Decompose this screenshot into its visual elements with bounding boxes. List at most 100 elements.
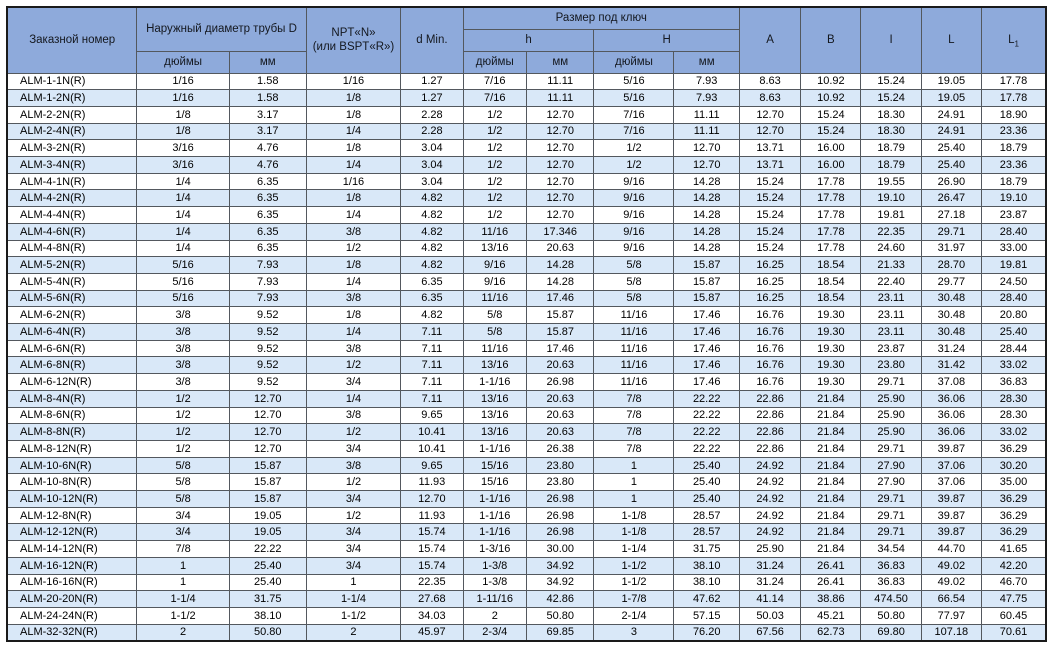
value-cell: 1-1/2 [305,607,402,625]
value-cell: 26.38 [525,439,595,458]
value-cell: 16.00 [800,139,862,158]
order-number-cell: ALM-10-8N(R) [6,473,138,492]
value-cell: 21.84 [800,506,862,525]
value-cell: 23.36 [980,156,1047,174]
value-cell: 7/8 [593,439,675,458]
table-row: ALM-6-12N(R) 3/8 9.52 3/4 7.11 1-1/16 26.98 11/… [6,373,1047,391]
value-cell: 1/4 [305,122,402,141]
value-cell: 12.70 [673,139,740,158]
order-number-cell: ALM-1-2N(R) [6,89,138,107]
value-cell: 38.10 [228,607,307,625]
value-cell: 1-1/2 [593,556,675,575]
order-number-cell: ALM-1-1N(R) [6,72,138,91]
value-cell: 70.61 [980,623,1047,642]
value-cell: 36.83 [860,556,922,575]
value-cell: 22.22 [673,439,740,458]
value-cell: 7.93 [228,289,307,308]
value-cell: 7.93 [228,256,307,274]
value-cell: 28.70 [920,256,982,274]
value-cell: 1.58 [228,72,307,91]
value-cell: 5/8 [593,289,675,308]
table-row: ALM-6-4N(R) 3/8 9.52 1/4 7.11 5/8 15.87 11/16 17… [6,323,1047,341]
value-cell: 1/2 [305,356,402,375]
value-cell: 21.84 [800,490,862,508]
value-cell: 6.35 [228,206,307,224]
value-cell: 2.28 [400,122,464,141]
value-cell: 39.87 [920,439,982,458]
value-cell: 19.30 [800,373,862,391]
value-cell: 30.48 [920,289,982,308]
value-cell: 21.84 [800,389,862,408]
table-row: ALM-16-12N(R) 1 25.40 3/4 15.74 1-3/8 34.92 1-1… [6,556,1047,575]
value-cell: 5/16 [136,289,230,308]
value-cell: 26.41 [800,556,862,575]
value-cell: 1/2 [136,406,230,425]
value-cell: 38.10 [673,573,740,592]
value-cell: 3/4 [136,523,230,542]
value-cell: 3.17 [228,105,307,124]
value-cell: 18.54 [800,256,862,274]
value-cell: 3.17 [228,122,307,141]
value-cell: 15.24 [800,105,862,124]
value-cell: 17.46 [673,306,740,325]
value-cell: 49.02 [920,573,982,592]
value-cell: 8.63 [738,89,802,107]
value-cell: 26.98 [525,490,595,508]
value-cell: 19.05 [920,72,982,91]
header-col-a: A [738,6,802,74]
value-cell: 4.82 [400,222,464,241]
value-cell: 3/4 [305,490,402,508]
value-cell: 10.92 [800,72,862,91]
value-cell: 15.24 [738,239,802,258]
value-cell: 25.40 [920,156,982,174]
value-cell: 1-3/8 [462,556,527,575]
value-cell: 1/4 [305,206,402,224]
value-cell: 11/16 [462,289,527,308]
value-cell: 1/2 [462,105,527,124]
value-cell: 1.58 [228,89,307,107]
value-cell: 1-1/4 [305,590,402,608]
value-cell: 1-3/16 [462,540,527,558]
value-cell: 5/16 [136,256,230,274]
value-cell: 18.79 [980,172,1047,191]
order-number-cell: ALM-6-4N(R) [6,323,138,341]
table-row: ALM-4-4N(R) 1/4 6.35 1/4 4.82 1/2 12.70 9/16 14.… [6,206,1047,224]
value-cell: 18.54 [800,289,862,308]
value-cell: 29.71 [860,506,922,525]
value-cell: 19.10 [980,189,1047,208]
value-cell: 38.86 [800,590,862,608]
value-cell: 1/2 [136,423,230,441]
value-cell: 31.24 [738,556,802,575]
value-cell: 18.79 [860,139,922,158]
value-cell: 31.24 [920,339,982,358]
value-cell: 12.70 [738,122,802,141]
header-h-big: H [593,28,740,52]
value-cell: 28.30 [980,389,1047,408]
value-cell: 14.28 [673,206,740,224]
value-cell: 26.98 [525,373,595,391]
value-cell: 9/16 [593,206,675,224]
value-cell: 3/4 [305,523,402,542]
order-number-cell: ALM-3-2N(R) [6,139,138,158]
value-cell: 1/4 [305,156,402,174]
value-cell: 5/16 [593,89,675,107]
value-cell: 17.78 [800,222,862,241]
value-cell: 5/8 [136,490,230,508]
table-row: ALM-8-4N(R) 1/2 12.70 1/4 7.11 13/16 20.63 7/8 2… [6,389,1047,408]
value-cell: 34.92 [525,556,595,575]
value-cell: 1-1/16 [462,439,527,458]
value-cell: 3.04 [400,172,464,191]
order-number-cell: ALM-4-1N(R) [6,172,138,191]
table-row: ALM-3-4N(R) 3/16 4.76 1/4 3.04 1/2 12.70 1/2 12.… [6,156,1047,174]
value-cell: 1/4 [136,222,230,241]
order-number-cell: ALM-6-8N(R) [6,356,138,375]
value-cell: 24.50 [980,272,1047,291]
value-cell: 1/8 [305,105,402,124]
value-cell: 22.86 [738,439,802,458]
value-cell: 1-1/8 [593,506,675,525]
value-cell: 14.28 [673,222,740,241]
value-cell: 17.46 [673,323,740,341]
value-cell: 39.87 [920,490,982,508]
value-cell: 11.11 [525,89,595,107]
table-row: ALM-12-8N(R) 3/4 19.05 1/2 11.93 1-1/16 26.98 1… [6,506,1047,525]
